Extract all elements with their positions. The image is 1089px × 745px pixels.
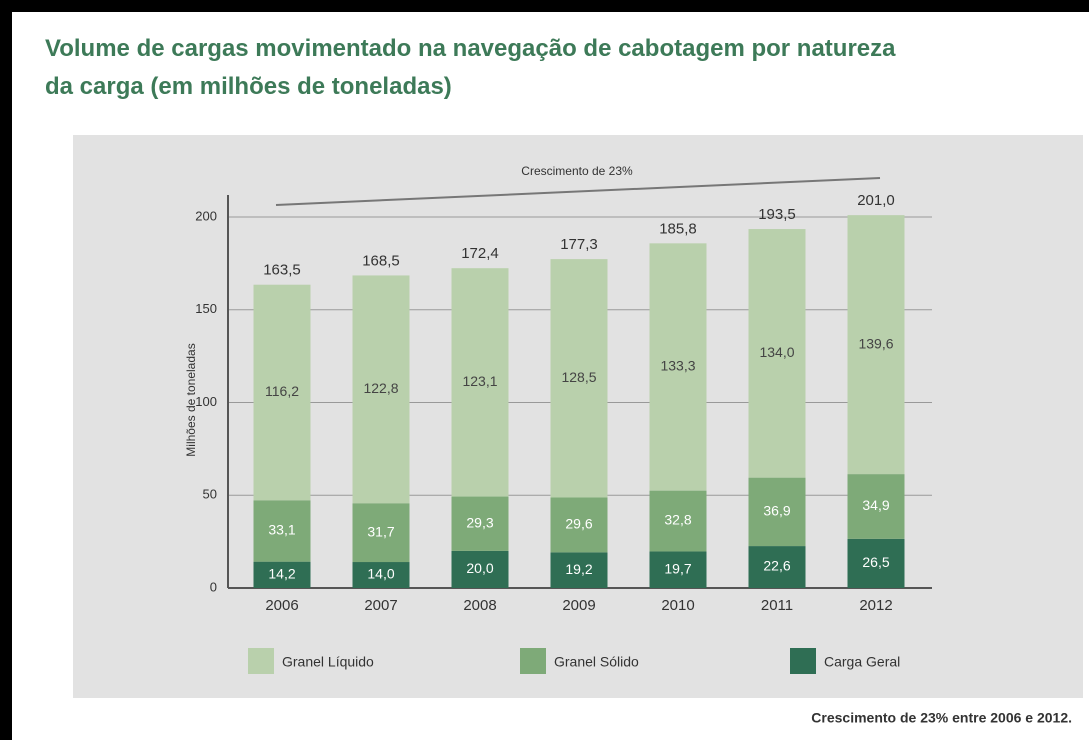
bar-segment: [451, 496, 509, 551]
data-label: 34,9: [862, 497, 889, 513]
data-label: 32,8: [664, 512, 691, 528]
data-label: 26,5: [862, 554, 889, 570]
total-label: 168,5: [362, 252, 400, 269]
data-label: 122,8: [363, 380, 398, 396]
x-tick-label: 2011: [761, 597, 793, 614]
data-label: 134,0: [759, 344, 794, 360]
bar-segment: [550, 497, 608, 553]
data-label: 19,7: [664, 560, 691, 576]
data-label: 19,2: [565, 561, 592, 577]
x-tick-label: 2007: [364, 597, 397, 614]
total-label: 177,3: [560, 236, 598, 253]
bar-segment: [649, 490, 707, 552]
total-label: 201,0: [857, 192, 895, 209]
growth-line: [275, 177, 881, 206]
bar-segment: [847, 538, 905, 588]
bar-segment: [748, 229, 806, 478]
y-tick-label: 150: [195, 301, 217, 316]
bar-segment: [847, 215, 905, 475]
y-tick-label: 0: [210, 579, 217, 594]
bar-segment: [253, 561, 311, 588]
legend-swatch: [248, 648, 274, 674]
total-label: 185,8: [659, 220, 697, 237]
data-label: 139,6: [858, 335, 893, 351]
footnote: Crescimento de 23% entre 2006 e 2012.: [811, 710, 1072, 726]
bar-segment: [847, 474, 905, 539]
data-label: 123,1: [462, 373, 497, 389]
bar-segment: [352, 562, 410, 588]
legend-label: Granel Sólido: [554, 654, 639, 670]
legend-swatch: [790, 648, 816, 674]
total-label: 163,5: [263, 262, 301, 279]
y-axis-label: Milhões de toneladas: [184, 343, 198, 456]
annotation: Crescimento de 23%: [521, 164, 633, 178]
data-label: 33,1: [268, 522, 295, 538]
legend-label: Granel Líquido: [282, 654, 374, 670]
data-label: 133,3: [660, 358, 695, 374]
bar-segment: [253, 500, 311, 562]
bar-segment: [451, 268, 509, 497]
bar-segment: [649, 551, 707, 588]
frame-left: [0, 0, 12, 740]
bar-segment: [550, 552, 608, 588]
data-label: 31,7: [367, 523, 394, 539]
data-label: 14,0: [367, 566, 394, 582]
data-label: 128,5: [561, 369, 596, 385]
bar-segment: [649, 243, 707, 491]
y-tick-label: 200: [195, 208, 217, 223]
chart-title: Volume de cargas movimentado na navegaçã…: [45, 35, 896, 100]
data-label: 36,9: [763, 503, 790, 519]
bar-segment: [550, 259, 608, 498]
bar-segment: [451, 550, 509, 588]
frame-top: [0, 0, 1089, 12]
data-label: 14,2: [268, 566, 295, 582]
bar-segment: [352, 503, 410, 563]
x-tick-label: 2008: [463, 597, 496, 614]
total-label: 193,5: [758, 206, 796, 223]
legend-swatch: [520, 648, 546, 674]
bar-segment: [748, 546, 806, 588]
data-label: 29,3: [466, 514, 493, 530]
total-label: 172,4: [461, 245, 499, 262]
data-label: 116,2: [265, 383, 299, 399]
x-tick-label: 2010: [661, 597, 694, 614]
x-tick-label: 2009: [562, 597, 595, 614]
legend-label: Carga Geral: [824, 654, 900, 670]
data-label: 20,0: [466, 560, 493, 576]
bar-segment: [253, 284, 311, 501]
x-tick-label: 2006: [265, 597, 298, 614]
y-tick-label: 50: [203, 487, 217, 502]
bar-segment: [352, 275, 410, 504]
x-tick-label: 2012: [859, 597, 892, 614]
y-tick-label: 100: [195, 394, 217, 409]
data-label: 29,6: [565, 516, 592, 532]
data-label: 22,6: [763, 558, 790, 574]
bar-segment: [748, 477, 806, 547]
